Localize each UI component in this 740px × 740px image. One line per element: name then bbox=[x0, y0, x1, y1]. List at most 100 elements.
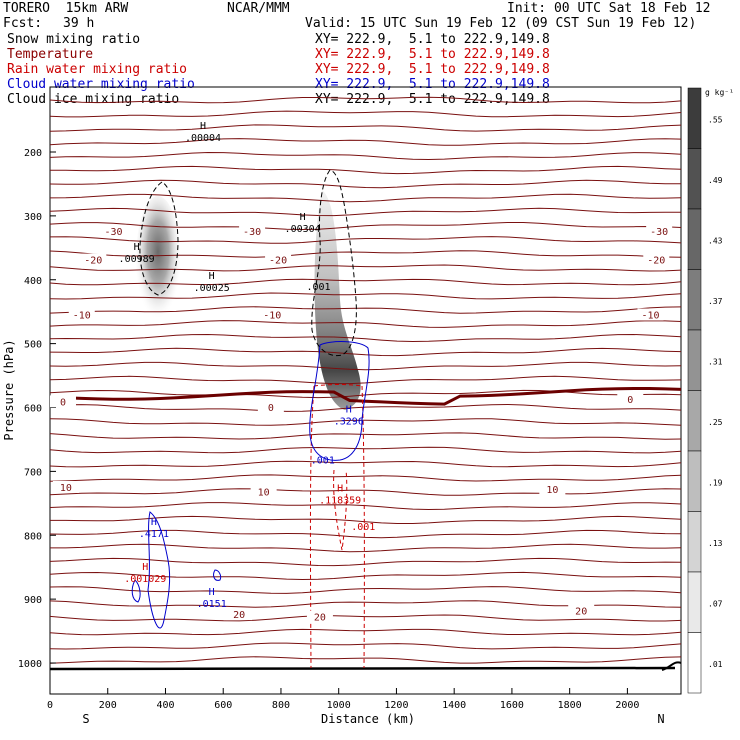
temperature-isotherm bbox=[49, 124, 682, 132]
extremum-value: .3296 bbox=[334, 417, 364, 428]
colorbar-segment bbox=[687, 390, 702, 452]
field-name-cloud-water: Cloud water mixing ratio bbox=[7, 77, 195, 92]
north-label: N bbox=[657, 712, 664, 726]
temperature-label-bg bbox=[568, 604, 595, 617]
temperature-label-bg bbox=[80, 253, 107, 266]
temperature-label-bg bbox=[306, 610, 333, 623]
x-tick-label: 200 bbox=[99, 700, 117, 711]
temperature-isotherm bbox=[49, 488, 682, 496]
temperature-label-bg bbox=[539, 482, 566, 495]
colorbar-label: .25 bbox=[708, 418, 723, 427]
y-tick-label: 400 bbox=[24, 276, 42, 287]
temperature-isotherm bbox=[49, 193, 682, 203]
temperature-label: 10 bbox=[60, 483, 72, 494]
plot-border bbox=[49, 86, 682, 695]
extremum-value: .001029 bbox=[124, 574, 166, 585]
temperature-isotherm bbox=[49, 502, 682, 511]
extremum-value: .00989 bbox=[119, 254, 155, 265]
temperature-label-bg bbox=[49, 395, 76, 408]
temperature-isotherm bbox=[49, 432, 682, 440]
temperature-label-bg bbox=[637, 308, 664, 321]
temperature-isotherm bbox=[49, 320, 682, 328]
colorbar-label: .55 bbox=[708, 115, 723, 124]
y-tick-label: 500 bbox=[24, 340, 42, 351]
field-name-rain: Rain water mixing ratio bbox=[7, 62, 188, 77]
extremum-value: .00004 bbox=[185, 133, 221, 144]
org-label: NCAR/MMM bbox=[227, 1, 290, 16]
temperature-label-bg bbox=[250, 485, 277, 498]
freezing-level-line bbox=[49, 387, 682, 406]
y-tick-label: 600 bbox=[24, 404, 42, 415]
temperature-isotherm bbox=[50, 543, 682, 553]
temperature-label: -10 bbox=[263, 311, 281, 322]
temperature-label: -20 bbox=[269, 256, 287, 267]
temperature-label: -30 bbox=[104, 227, 122, 238]
rain-contour-central bbox=[309, 384, 365, 669]
temperature-isotherm bbox=[49, 222, 682, 231]
field-name-temperature: Temperature bbox=[7, 47, 94, 62]
temperature-isotherm bbox=[49, 333, 682, 343]
extremum-mark: H bbox=[151, 517, 157, 528]
extremum-value: .001 bbox=[306, 282, 330, 293]
extremum-value: .4171 bbox=[139, 529, 169, 540]
temperature-isotherm bbox=[49, 292, 682, 300]
temperature-label: -20 bbox=[84, 256, 102, 267]
extrema-labels: H.00004H.00989H.00025H.00304.001H.3296.0… bbox=[119, 121, 376, 610]
colorbar-segment bbox=[687, 148, 702, 210]
temperature-isotherm bbox=[49, 207, 682, 217]
colorbar-segment bbox=[687, 632, 702, 694]
cloud-water-contour-east bbox=[213, 569, 222, 581]
forecast-label: Fcst: bbox=[3, 16, 43, 31]
surface-line bbox=[49, 666, 676, 671]
extremum-value: .001 bbox=[351, 522, 375, 533]
temperature-label: -20 bbox=[647, 256, 665, 267]
colorbar-label: .43 bbox=[708, 236, 723, 245]
colorbar-label: .01 bbox=[708, 660, 723, 669]
colorbar-unit: g kg⁻¹ bbox=[705, 88, 734, 97]
cloud-water-contour-central bbox=[309, 341, 370, 461]
x-tick-label: 1600 bbox=[500, 700, 524, 711]
temperature-label: -30 bbox=[243, 227, 261, 238]
field-xy-temperature: XY= 222.9, 5.1 to 222.9,149.8 bbox=[315, 47, 550, 62]
colorbar-segment bbox=[687, 511, 702, 573]
temperature-label: 10 bbox=[258, 487, 270, 498]
valid-time: Valid: 15 UTC Sun 19 Feb 12 (09 CST Sun … bbox=[305, 16, 697, 31]
colorbar-segment bbox=[687, 329, 702, 391]
x-tick-label: 1000 bbox=[327, 700, 351, 711]
temperature-isotherm bbox=[49, 586, 682, 594]
field-xy-snow: XY= 222.9, 5.1 to 222.9,149.8 bbox=[315, 32, 550, 47]
extremum-mark: H bbox=[142, 562, 148, 573]
y-tick-label: 700 bbox=[24, 467, 42, 478]
cloud-ice-contour-west bbox=[139, 181, 179, 296]
axis-ticks: 0 200 400 600 800 1000 1200 1400 1600 1800 2000200… bbox=[18, 148, 640, 711]
field-name-snow: Snow mixing ratio bbox=[7, 32, 141, 47]
temperature-isotherm bbox=[49, 446, 682, 454]
extremum-value: .0151 bbox=[197, 599, 227, 610]
temperature-isotherm bbox=[49, 375, 682, 385]
temperature-isotherm bbox=[49, 460, 682, 468]
mixing-ratio-contours bbox=[131, 169, 370, 669]
temperature-isotherm bbox=[49, 151, 682, 161]
temperature-isotherm bbox=[49, 529, 682, 539]
colorbar-label: .37 bbox=[708, 297, 723, 306]
temperature-isotherm bbox=[49, 306, 682, 314]
temperature-isotherm bbox=[49, 614, 682, 622]
colorbar-segment bbox=[687, 208, 702, 270]
temperature-label-bg bbox=[68, 308, 95, 321]
temperature-label: 0 bbox=[627, 395, 633, 406]
field-xy-cloud-water: XY= 222.9, 5.1 to 222.9,149.8 bbox=[315, 77, 550, 92]
temperature-isotherm bbox=[49, 179, 681, 189]
temperature-isotherm bbox=[49, 278, 682, 286]
extremum-mark: H bbox=[200, 121, 206, 132]
extremum-value: .00304 bbox=[285, 224, 321, 235]
temperature-isotherm bbox=[49, 96, 682, 104]
cloud-water-contour-west bbox=[147, 511, 171, 629]
temperature-label-bg bbox=[257, 401, 284, 414]
temperature-label: -30 bbox=[650, 227, 668, 238]
temperature-label: 20 bbox=[575, 606, 587, 617]
x-tick-label: 1200 bbox=[384, 700, 408, 711]
temperature-label-bg bbox=[259, 308, 286, 321]
extremum-value: .001 bbox=[311, 456, 335, 467]
y-tick-label: 200 bbox=[24, 148, 42, 159]
